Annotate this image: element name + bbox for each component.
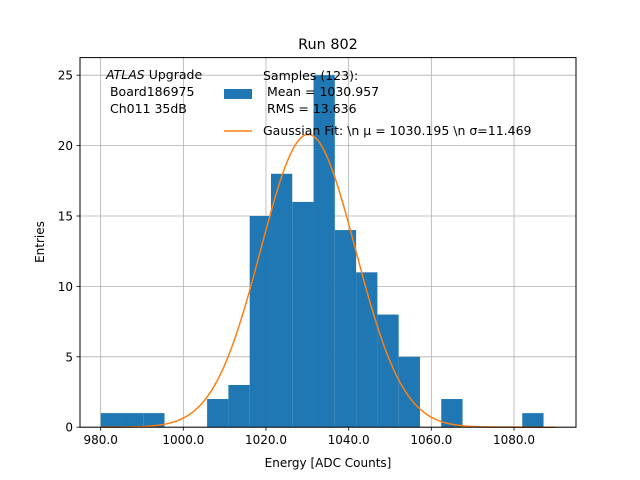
legend: Samples (123): Mean = 1030.957 RMS = 13.… xyxy=(224,68,532,138)
annotation-upgrade: Upgrade xyxy=(145,67,203,82)
histogram-bar xyxy=(522,413,544,428)
histogram-bar xyxy=(207,399,229,428)
y-tick-label: 10 xyxy=(58,280,73,294)
x-axis-label: Energy [ADC Counts] xyxy=(265,456,392,470)
histogram-bar xyxy=(377,314,399,428)
legend-samples-line-2: Mean = 1030.957 xyxy=(263,84,379,99)
x-tick-label: 1020.0 xyxy=(245,433,287,447)
histogram-bar xyxy=(334,230,357,428)
annotation-box: ATLAS Upgrade Board186975 Ch011 35dB xyxy=(105,67,202,116)
y-tick-label: 25 xyxy=(58,69,73,83)
annotation-line-1: ATLAS Upgrade xyxy=(105,67,202,82)
x-tick-label: 1040.0 xyxy=(328,433,370,447)
x-axis-ticks: 980.0 1000.0 1020.0 1040.0 1060.0 1080.0 xyxy=(83,427,535,447)
y-axis-label: Entries xyxy=(33,221,47,263)
legend-samples-line-3: RMS = 13.636 xyxy=(263,101,357,116)
y-axis-ticks: 0 5 10 15 20 25 xyxy=(58,69,80,435)
legend-samples-line-1: Samples (123): xyxy=(263,68,358,83)
y-tick-label: 20 xyxy=(58,139,73,153)
histogram-bar xyxy=(356,272,378,428)
x-tick-label: 980.0 xyxy=(83,433,117,447)
histogram-bar xyxy=(292,201,314,428)
histogram-bar xyxy=(398,356,420,428)
histogram-bar xyxy=(270,173,293,428)
x-tick-label: 1060.0 xyxy=(410,433,452,447)
x-tick-label: 1000.0 xyxy=(162,433,204,447)
histogram-bar xyxy=(143,413,165,428)
histogram-bar xyxy=(441,399,463,428)
legend-samples-swatch xyxy=(224,89,252,99)
annotation-line-3: Ch011 35dB xyxy=(106,101,187,116)
legend-fit-label: Gaussian Fit: \n μ = 1030.195 \n σ=11.46… xyxy=(263,123,532,138)
y-tick-label: 5 xyxy=(65,350,73,364)
chart-title: Run 802 xyxy=(298,37,358,53)
histogram-bar xyxy=(100,413,122,428)
annotation-line-2: Board186975 xyxy=(106,84,194,99)
plot-frame xyxy=(79,57,577,428)
histogram-bar xyxy=(121,413,144,428)
x-tick-label: 1080.0 xyxy=(493,433,535,447)
annotation-atlas: ATLAS xyxy=(105,67,145,82)
y-tick-label: 0 xyxy=(65,421,73,435)
histogram-bar xyxy=(228,384,250,428)
histogram-bars xyxy=(100,75,544,428)
y-tick-label: 15 xyxy=(58,210,73,224)
histogram-bar xyxy=(249,216,271,428)
